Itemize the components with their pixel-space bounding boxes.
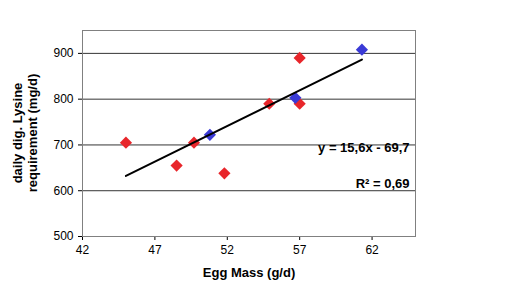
svg-text:Egg Mass (g/d): Egg Mass (g/d) xyxy=(203,265,295,280)
svg-text:500: 500 xyxy=(53,229,73,243)
svg-text:800: 800 xyxy=(53,92,73,106)
svg-text:600: 600 xyxy=(53,184,73,198)
svg-text:R² = 0,69: R² = 0,69 xyxy=(356,176,410,191)
svg-text:62: 62 xyxy=(365,243,379,257)
svg-text:y = 15,6x - 69,7: y = 15,6x - 69,7 xyxy=(318,140,409,155)
svg-text:daily dig. Lysinerequirement (: daily dig. Lysinerequirement (mg/d) xyxy=(10,74,40,192)
svg-text:52: 52 xyxy=(221,243,235,257)
svg-text:42: 42 xyxy=(76,243,90,257)
svg-text:47: 47 xyxy=(148,243,162,257)
svg-text:700: 700 xyxy=(53,138,73,152)
svg-text:900: 900 xyxy=(53,46,73,60)
svg-text:57: 57 xyxy=(293,243,307,257)
